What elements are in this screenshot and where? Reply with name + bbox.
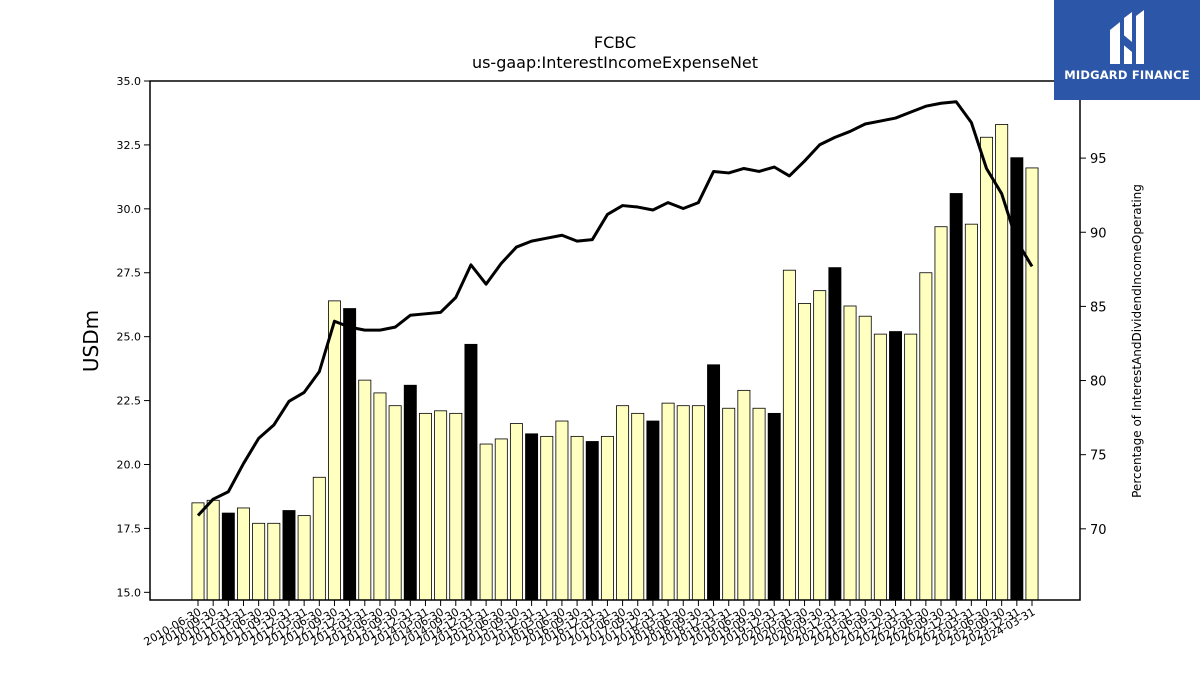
bar-2014-06-30 — [434, 410, 448, 601]
bar-2021-06-30 — [858, 315, 872, 601]
y-tick-label: 25.0 — [117, 331, 142, 344]
bar-2013-06-30 — [373, 392, 387, 601]
bar-2016-03-31 — [540, 435, 554, 601]
bar-series — [191, 124, 1039, 601]
bar-2011-03-31 — [237, 507, 250, 601]
bar-2019-03-31 — [722, 407, 736, 601]
bar-2017-09-30 — [631, 412, 645, 601]
bar-2012-03-31 — [297, 515, 311, 601]
bar-2013-12-31 — [403, 384, 417, 601]
bar-2022-09-30 — [934, 226, 948, 601]
bar-2010-12-31 — [221, 512, 235, 601]
bar-2017-06-30 — [616, 405, 630, 601]
y2-tick-label: 90 — [1090, 226, 1107, 241]
bar-2017-12-31 — [646, 420, 660, 601]
bar-2015-09-30 — [509, 423, 523, 601]
bar-2013-09-30 — [388, 405, 402, 601]
y-tick-label: 30.0 — [117, 203, 142, 216]
bar-2024-03-31 — [1025, 167, 1039, 601]
bar-2023-06-30 — [980, 136, 993, 601]
bar-2012-09-30 — [328, 300, 341, 601]
ratio-line — [196, 100, 1034, 517]
bar-2018-12-31 — [707, 364, 721, 601]
chart-subtitle: us-gaap:InterestIncomeExpenseNet — [472, 53, 758, 72]
bar-2021-12-31 — [889, 331, 902, 601]
y-tick-label: 32.5 — [117, 139, 142, 152]
bar-2016-09-30 — [570, 435, 584, 601]
bar-2022-12-31 — [949, 193, 963, 601]
bar-2022-03-31 — [904, 333, 918, 601]
bar-2016-06-30 — [555, 420, 569, 601]
bar-2010-06-30 — [191, 502, 205, 601]
bar-2020-09-30 — [813, 290, 827, 601]
bar-2023-03-31 — [964, 223, 978, 601]
y-tick-label: 27.5 — [117, 267, 142, 280]
bar-2018-06-30 — [676, 405, 690, 601]
bar-2014-03-31 — [418, 412, 432, 601]
bar-2015-12-31 — [525, 433, 539, 601]
y2-tick-label: 80 — [1090, 375, 1107, 390]
y2-tick-label: 95 — [1090, 152, 1107, 167]
bar-2017-03-31 — [600, 435, 614, 601]
y-tick-label: 20.0 — [117, 458, 142, 471]
bar-2020-03-31 — [782, 269, 796, 601]
axis-ticks: 15.0 17.5 20.0 22.5 25.0 27.5 30.0 32.5 35.0 70 75… — [117, 75, 1107, 649]
brand-logo: MIDGARD FINANCE — [1054, 0, 1200, 100]
bar-2014-12-31 — [464, 343, 478, 601]
y2-tick-label: 70 — [1090, 523, 1107, 538]
bar-2011-12-31 — [282, 510, 296, 601]
plot-frame — [149, 80, 1081, 601]
bar-2014-09-30 — [449, 412, 463, 601]
bar-2019-09-30 — [752, 407, 766, 601]
y-tick-label: 17.5 — [117, 522, 142, 535]
bar-2012-06-30 — [312, 476, 326, 601]
y2-tick-label: 75 — [1090, 449, 1107, 464]
bar-2011-09-30 — [267, 522, 281, 601]
y-axis-label: USDm — [79, 310, 103, 372]
bar-2011-06-30 — [252, 522, 266, 601]
bar-2022-06-30 — [919, 272, 933, 601]
bar-2019-12-31 — [767, 412, 781, 601]
logo-mark-icon — [1110, 10, 1144, 64]
bar-2020-06-30 — [798, 303, 812, 601]
y2-axis-label: Percentage of InterestAndDividendIncomeO… — [1130, 184, 1144, 498]
bar-2013-03-31 — [358, 379, 372, 601]
logo-text: MIDGARD FINANCE — [1064, 68, 1190, 82]
bar-2020-12-31 — [828, 267, 842, 601]
bar-2015-03-31 — [479, 443, 493, 601]
bar-2012-12-31 — [343, 308, 357, 601]
bar-2015-06-30 — [494, 438, 508, 601]
bar-2021-09-30 — [873, 333, 887, 601]
bar-2010-09-30 — [206, 499, 220, 601]
y-tick-label: 15.0 — [117, 586, 142, 599]
bar-2018-09-30 — [691, 405, 705, 601]
chart-title: FCBC — [594, 33, 636, 52]
y2-tick-label: 85 — [1090, 300, 1107, 315]
bar-2021-03-31 — [843, 305, 857, 601]
bar-2019-06-30 — [737, 389, 751, 601]
y-tick-label: 22.5 — [117, 395, 142, 408]
bar-2018-03-31 — [661, 402, 675, 601]
bar-2016-12-31 — [585, 441, 599, 601]
y-tick-label: 35.0 — [117, 75, 142, 88]
